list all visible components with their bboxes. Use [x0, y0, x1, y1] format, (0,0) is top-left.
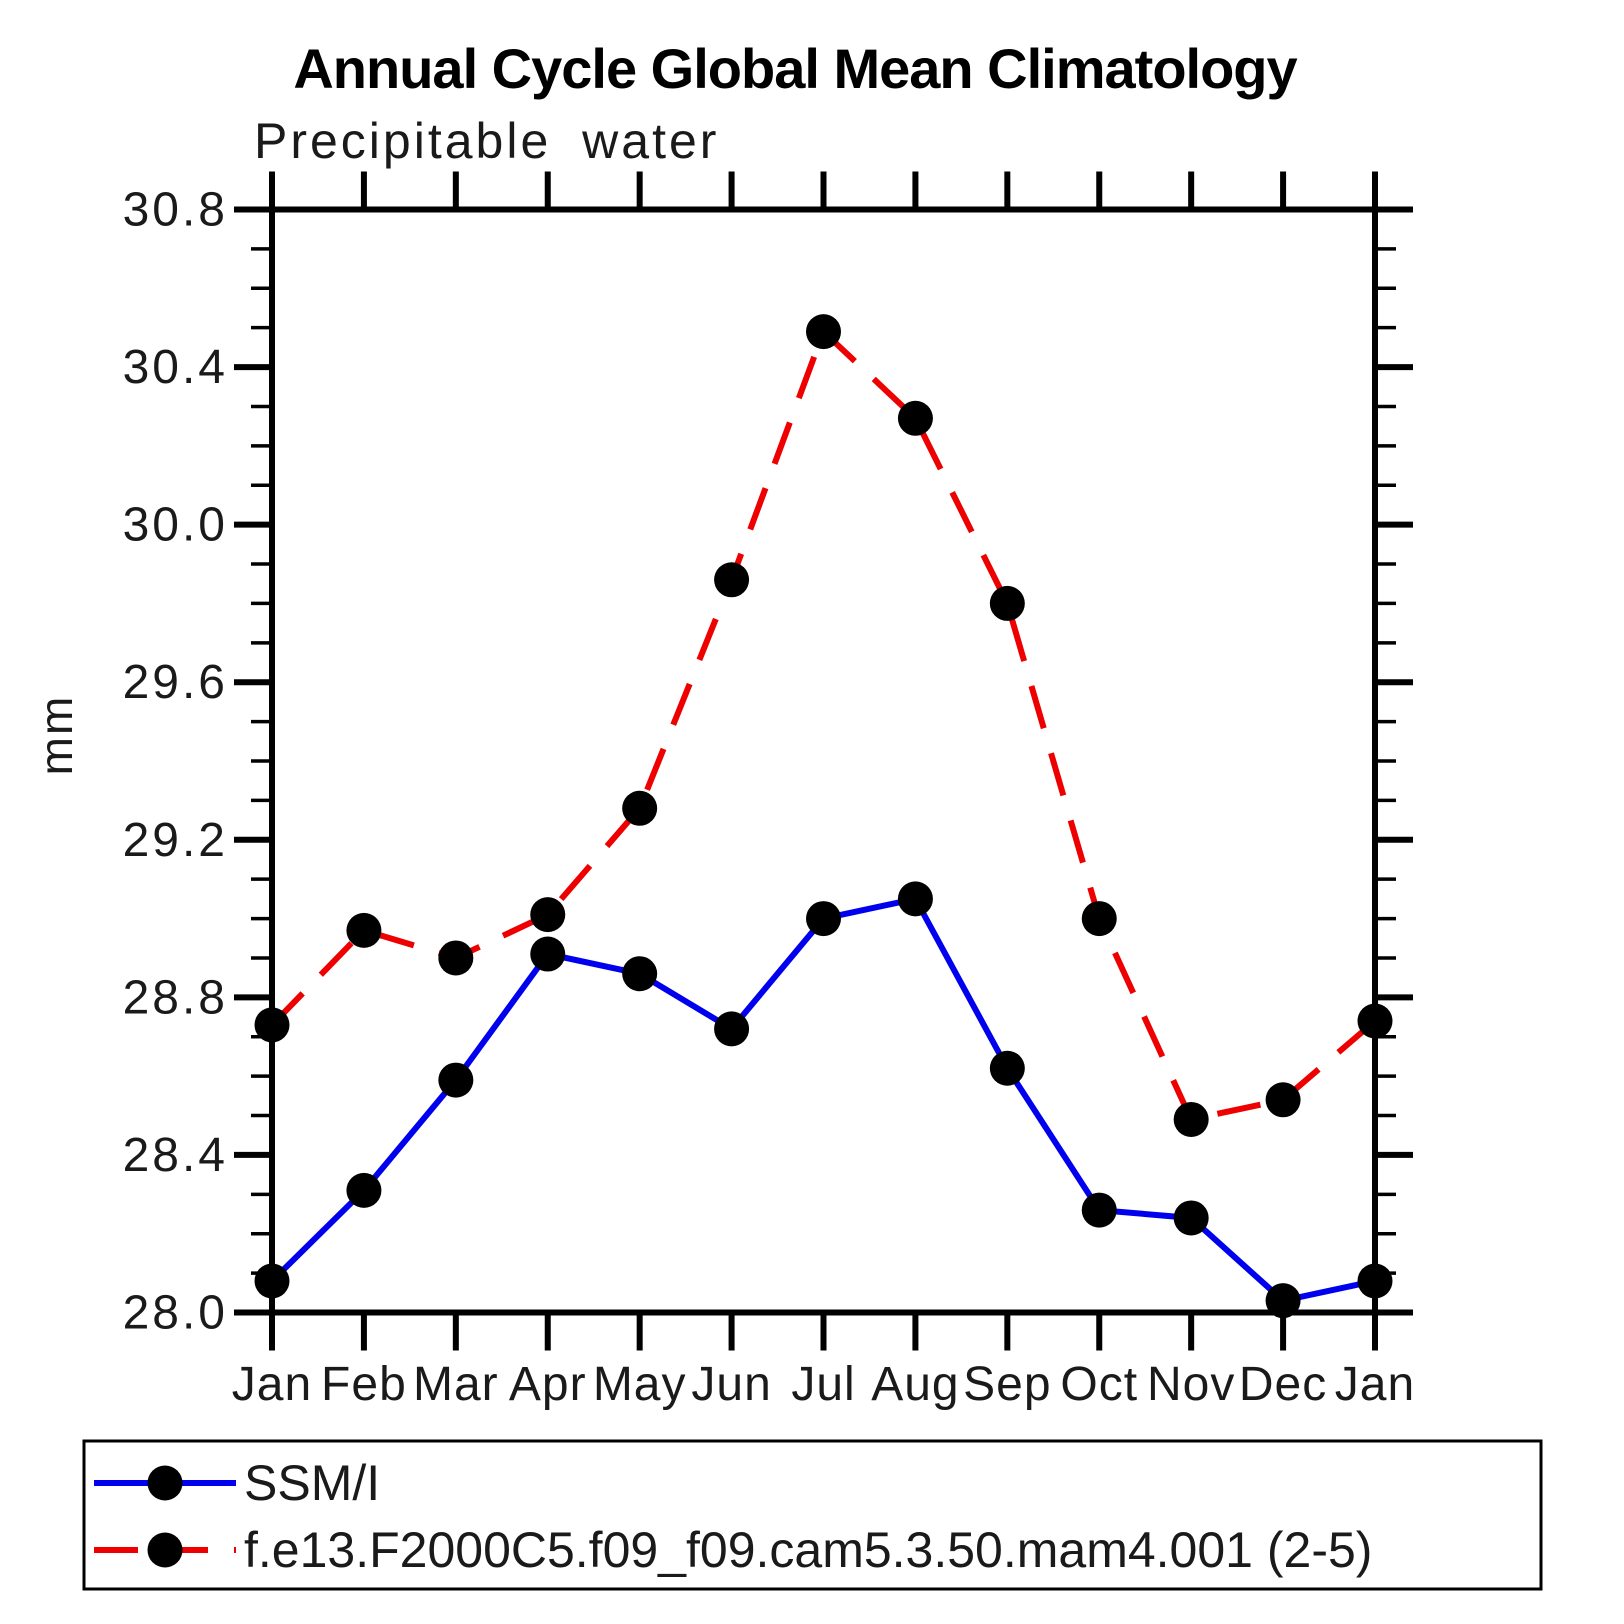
x-tick-label: Sep	[963, 1358, 1051, 1411]
data-point-0	[1173, 1200, 1209, 1236]
data-point-1	[806, 314, 841, 350]
y-axis-label: mm	[30, 695, 82, 776]
series-line-0	[269, 895, 1376, 1304]
data-point-1	[1357, 1003, 1393, 1039]
legend-marker-ssmi	[147, 1465, 183, 1501]
legend-label-ssmi: SSM/I	[244, 1455, 380, 1511]
data-point-1	[438, 940, 474, 976]
data-point-0	[989, 1050, 1025, 1086]
data-point-0	[438, 1062, 474, 1098]
data-point-0	[1081, 1192, 1117, 1228]
data-point-0	[530, 936, 566, 972]
data-point-0	[1357, 1263, 1393, 1299]
x-tick-label: Jul	[791, 1358, 855, 1411]
data-point-1	[622, 790, 658, 826]
data-point-0	[714, 1011, 750, 1047]
data-point-0	[806, 901, 841, 937]
data-point-0	[254, 1263, 290, 1299]
y-tick-label: 30.0	[123, 499, 228, 552]
y-tick-label: 28.8	[123, 971, 228, 1024]
data-point-1	[714, 562, 750, 598]
y-tick-label: 28.4	[123, 1129, 228, 1182]
series-line-1	[269, 326, 1377, 1123]
data-point-0	[622, 956, 658, 992]
y-tick-label: 30.4	[123, 341, 228, 394]
x-tick-label: Apr	[509, 1358, 587, 1411]
x-tick-label: Jan	[232, 1358, 312, 1411]
legend: SSM/I f.e13.F2000C5.f09_f09.cam5.3.50.ma…	[82, 1439, 1543, 1591]
chart-subtitle: Precipitable water	[254, 113, 719, 169]
x-tick-label: Dec	[1239, 1358, 1327, 1411]
data-point-1	[989, 585, 1025, 621]
data-point-0	[1265, 1283, 1301, 1319]
chart-title: Annual Cycle Global Mean Climatology	[293, 37, 1297, 100]
legend-marker-model	[147, 1532, 183, 1568]
data-point-1	[897, 400, 933, 436]
data-point-1	[346, 912, 382, 948]
y-tick-label: 29.2	[123, 814, 228, 867]
y-tick-label: 30.8	[123, 184, 228, 237]
x-tick-label: Jan	[1335, 1358, 1415, 1411]
data-point-0	[897, 881, 933, 917]
y-tick-label: 29.6	[123, 656, 228, 709]
legend-box	[82, 1439, 1543, 1591]
data-point-0	[346, 1172, 382, 1208]
x-tick-label: May	[593, 1358, 687, 1411]
x-tick-label: Nov	[1147, 1358, 1235, 1411]
data-point-1	[530, 897, 566, 933]
data-point-1	[1173, 1101, 1209, 1137]
data-point-1	[1265, 1082, 1301, 1118]
y-tick-label: 28.0	[123, 1287, 228, 1340]
x-tick-label: Jun	[691, 1358, 771, 1411]
data-point-1	[1081, 901, 1117, 937]
data-point-1	[254, 1007, 290, 1043]
data-series	[254, 314, 1393, 1319]
x-tick-label: Oct	[1060, 1358, 1138, 1411]
plot-frame	[269, 206, 1378, 1316]
x-tick-label: Feb	[321, 1358, 407, 1411]
x-tick-label: Aug	[871, 1358, 959, 1411]
x-tick-label: Mar	[413, 1358, 499, 1411]
legend-label-model: f.e13.F2000C5.f09_f09.cam5.3.50.mam4.001…	[244, 1522, 1372, 1578]
